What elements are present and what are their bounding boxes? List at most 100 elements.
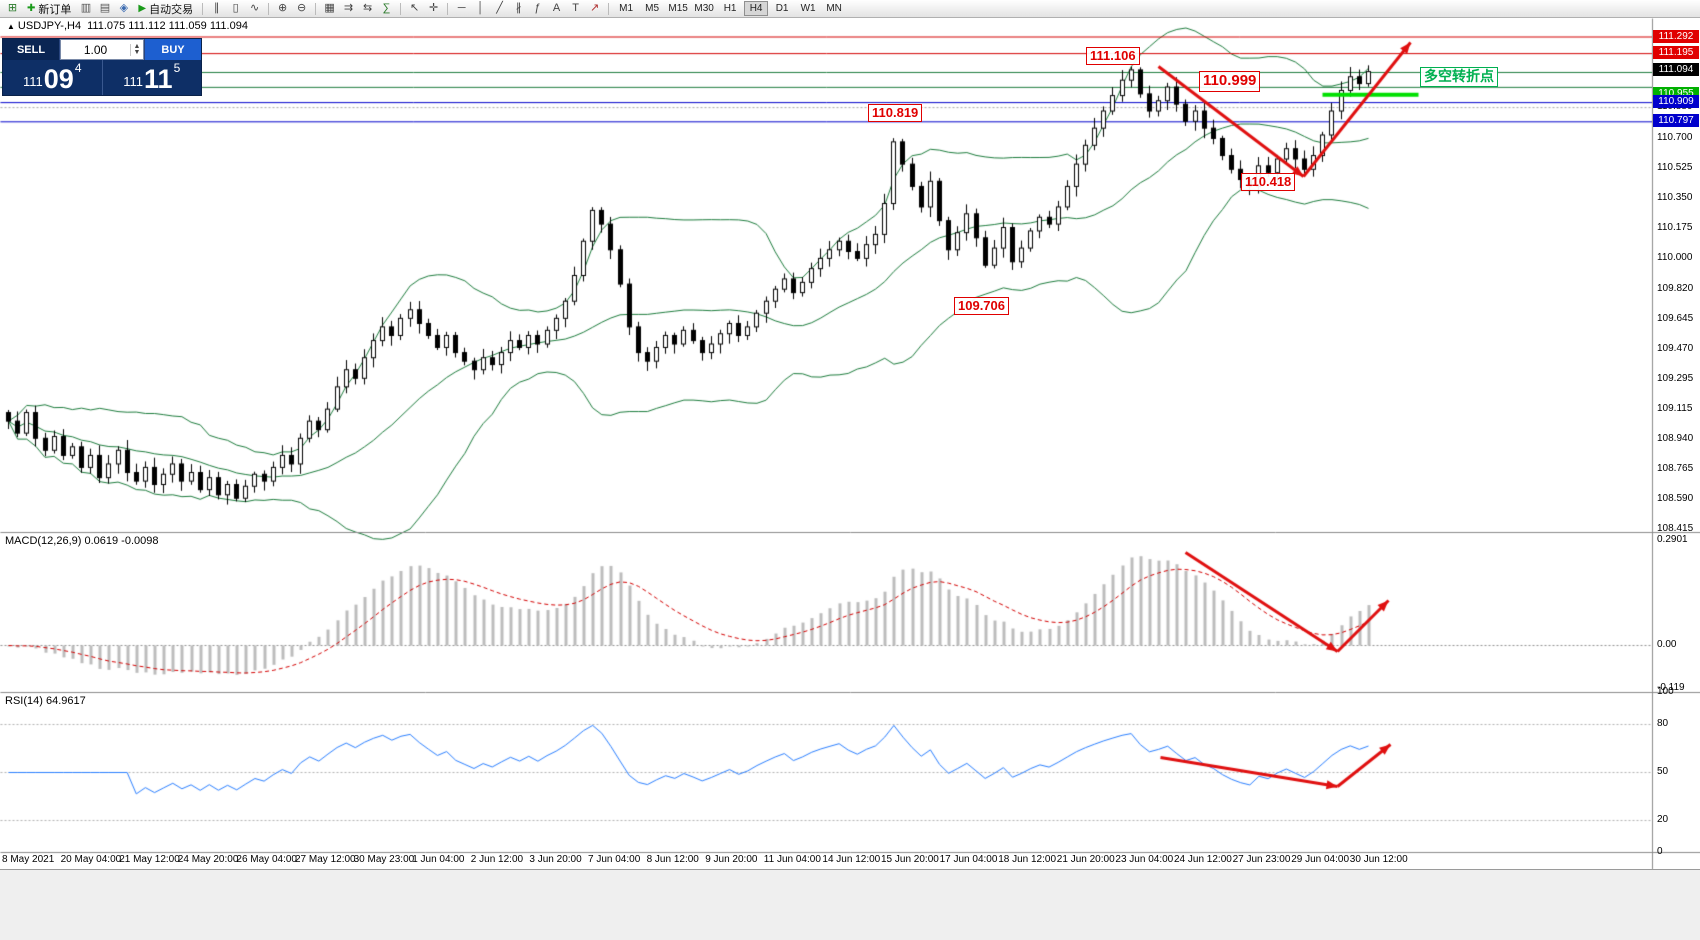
rsi-scale-tick: 0	[1657, 846, 1663, 857]
time-axis-label: 21 May 12:00	[119, 854, 180, 865]
tab-timeframe-H4[interactable]: H4	[744, 1, 769, 16]
toolbar-separator	[608, 2, 610, 15]
buy-price-sup: 5	[173, 61, 181, 75]
new-order-button-icon: ✚	[27, 3, 36, 14]
new-order-button-label: 新订单	[38, 3, 72, 16]
price-label-109706[interactable]: 109.706	[954, 297, 1009, 316]
time-axis-label: 17 Jun 04:00	[939, 854, 998, 865]
rsi-scale-tick: 100	[1657, 686, 1674, 697]
time-axis-label: 20 May 04:00	[60, 854, 122, 865]
lot-size-input[interactable]: 1.00 ▲ ▼	[60, 39, 144, 60]
price-label-110418[interactable]: 110.418	[1241, 173, 1296, 192]
auto-scroll-icon[interactable]: ⇉	[343, 1, 354, 14]
time-axis-label: 27 Jun 23:00	[1232, 854, 1291, 865]
crosshair-icon[interactable]: ✛	[428, 1, 439, 14]
tab-timeframe-W1[interactable]: W1	[800, 3, 816, 14]
time-axis-label: 26 May 04:00	[236, 854, 297, 865]
tab-timeframe-D1[interactable]: D1	[775, 3, 789, 14]
price-scale-tick: 110.000	[1657, 251, 1693, 263]
price-label-110819[interactable]: 110.819	[868, 104, 923, 123]
sell-price-sup: 4	[74, 61, 82, 75]
chart-shift-icon[interactable]: ⇆	[362, 1, 373, 14]
time-axis-label: 3 Jun 20:00	[529, 854, 582, 865]
tab-timeframe-H1[interactable]: H1	[723, 3, 737, 14]
macd-scale-tick: -0.119	[1657, 682, 1685, 694]
data-window-icon[interactable]: ▤	[99, 1, 111, 14]
price-label-111106[interactable]: 111.106	[1086, 47, 1140, 66]
rsi-scale-tick: 80	[1657, 718, 1669, 729]
tile-windows-icon[interactable]: ▦	[324, 1, 335, 14]
zoom-in-icon[interactable]: ⊕	[277, 1, 288, 14]
horizontal-line-icon[interactable]: ─	[457, 1, 466, 14]
toolbar: ⊞ ✚ 新订单 ▥ ▤ ◈ ▶ 自动交易 ∥ ▯ ∿ ⊕ ⊖ ▦ ⇉ ⇆ ∑ ↖ ✛ ─ │ ╱ ∦ ƒ A T ↗ M1 M5 M15 M…	[0, 0, 1700, 18]
candlestick-chart-icon[interactable]: ▯	[232, 1, 239, 14]
price-scale-tick: 109.820	[1657, 282, 1694, 294]
autotrading-button-label: 自动交易	[149, 3, 194, 16]
price-scale-flag: 110.909	[1653, 95, 1699, 109]
arrows-icon[interactable]: ↗	[589, 1, 600, 14]
autotrading-button[interactable]: ▶ 自动交易	[133, 1, 198, 17]
time-axis-label: 14 Jun 12:00	[822, 854, 881, 865]
channel-icon[interactable]: ∦	[515, 1, 522, 14]
time-axis-label: 21 Jun 20:00	[1056, 854, 1115, 865]
price-scale-tick: 109.115	[1657, 403, 1693, 415]
bar-chart-icon[interactable]: ∥	[213, 1, 220, 14]
lot-down-icon[interactable]: ▼	[133, 48, 141, 56]
macd-scale-tick: 0.2901	[1657, 533, 1688, 545]
time-axis-label: 1 Jun 04:00	[412, 854, 465, 865]
rsi-indicator-label: RSI(14) 64.9617	[5, 695, 86, 707]
price-scale-tick: 108.940	[1657, 433, 1694, 445]
time-axis-label: 8 May 2021	[2, 854, 55, 865]
lot-up-icon[interactable]: ▲	[133, 42, 141, 50]
buy-button[interactable]: BUY	[144, 39, 201, 60]
price-scale-tick: 110.175	[1657, 221, 1693, 233]
tab-timeframe-M15[interactable]: M15	[668, 3, 688, 14]
lot-spinner[interactable]: ▲ ▼	[130, 42, 143, 56]
cursor-icon[interactable]: ↖	[409, 1, 420, 14]
time-axis-label: 18 Jun 12:00	[998, 854, 1057, 865]
fibonacci-icon[interactable]: ƒ	[534, 1, 541, 14]
price-scale-tick: 110.700	[1657, 131, 1693, 143]
sell-button[interactable]: SELL	[3, 39, 60, 60]
price-scale-tick: 109.645	[1657, 312, 1694, 324]
buy-price[interactable]: 111 11 5	[103, 60, 202, 95]
time-axis-label: 7 Jun 04:00	[588, 854, 641, 865]
tab-timeframe-M5[interactable]: M5	[645, 3, 660, 14]
macd-scale-tick: 0.00	[1657, 639, 1677, 650]
window-bottom-area	[0, 869, 1700, 940]
tab-timeframe-MN[interactable]: MN	[826, 3, 842, 14]
new-order-button[interactable]: ✚ 新订单	[22, 1, 76, 17]
trendline-icon[interactable]: ╱	[496, 1, 503, 14]
line-chart-icon[interactable]: ∿	[249, 1, 260, 14]
price-scale-flag: 111.195	[1653, 46, 1699, 60]
label-icon[interactable]: T	[572, 1, 579, 14]
price-scale-flag: 110.797	[1653, 114, 1699, 128]
turning-point-label[interactable]: 多空转折点	[1420, 67, 1498, 87]
one-click-trading-panel: SELL 1.00 ▲ ▼ BUY 111 09 4 111 11 5	[2, 38, 202, 96]
market-watch-icon[interactable]: ▥	[80, 1, 92, 14]
new-chart-icon[interactable]: ⊞	[7, 1, 18, 14]
tab-timeframe-M1[interactable]: M1	[619, 3, 634, 14]
price-scale-tick: 110.525	[1657, 161, 1693, 173]
sell-price[interactable]: 111 09 4	[3, 60, 102, 95]
symbol-ohlc-label: ▲ USDJPY-,H4 111.075 111.112 111.059 111.0…	[7, 20, 248, 32]
toolbar-separator	[202, 2, 204, 15]
time-axis-label: 15 Jun 20:00	[881, 854, 939, 865]
chart-expand-icon[interactable]: ▲	[7, 22, 15, 31]
navigator-icon[interactable]: ◈	[119, 1, 129, 14]
tab-timeframe-M30[interactable]: M30	[694, 3, 714, 14]
vertical-line-icon[interactable]: │	[477, 1, 485, 14]
time-axis-label: 29 Jun 04:00	[1291, 854, 1350, 865]
time-axis-label: 2 Jun 12:00	[470, 854, 524, 865]
lot-value[interactable]: 1.00	[83, 42, 108, 57]
time-axis-label: 30 May 23:00	[353, 854, 415, 865]
price-label-110999[interactable]: 110.999	[1199, 71, 1261, 92]
zoom-out-icon[interactable]: ⊖	[296, 1, 307, 14]
text-icon[interactable]: A	[552, 1, 561, 14]
indicators-icon[interactable]: ∑	[382, 1, 391, 14]
trade-panel-divider	[101, 60, 103, 95]
toolbar-separator	[268, 2, 270, 15]
rsi-scale-tick: 20	[1657, 814, 1669, 825]
